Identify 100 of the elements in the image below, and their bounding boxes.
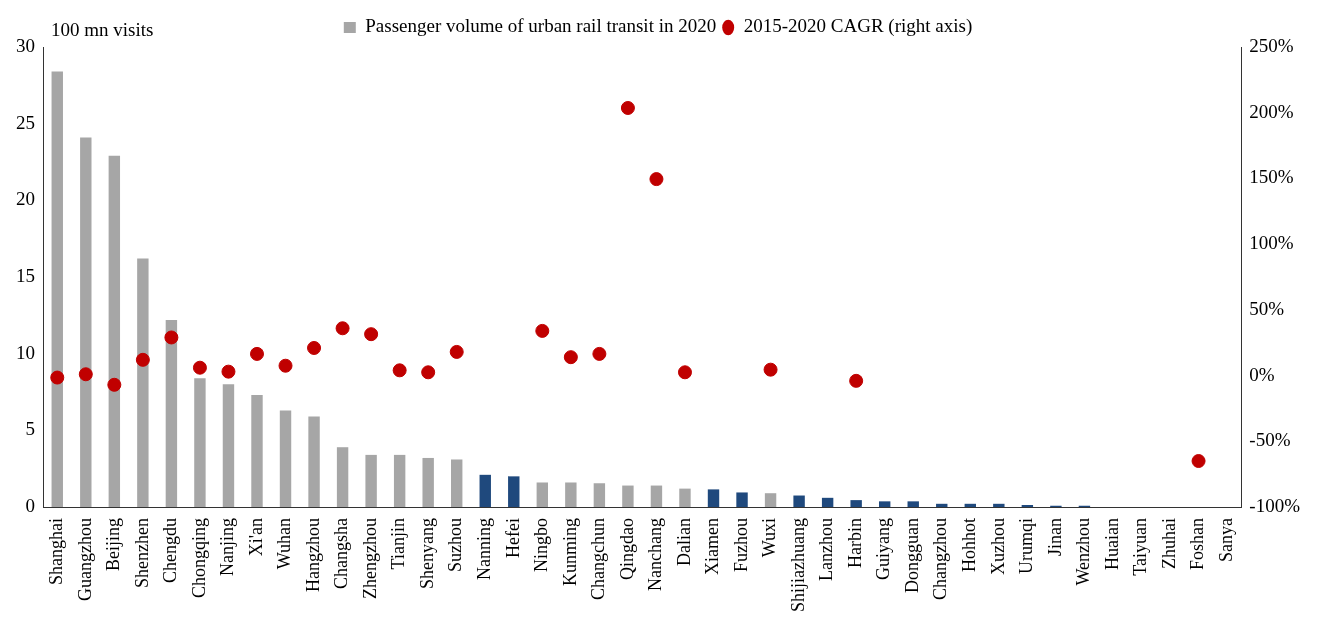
y-tick-label: 5 (25, 418, 35, 440)
point (592, 346, 607, 361)
point (620, 100, 635, 115)
bar (80, 137, 92, 508)
x-tick-label: Nanchang (645, 518, 666, 591)
x-tick-label: Chengdu (160, 518, 181, 584)
x-tick-label: Huaian (1101, 518, 1122, 570)
x-tick-label: Changzhou (930, 518, 951, 600)
x-tick-label: Dongguan (901, 518, 922, 594)
x-tick-label: Zhuhai (1158, 518, 1179, 570)
x-tick-label: Guiyang (873, 518, 894, 581)
x-tick-label: Chongqing (188, 518, 209, 599)
point (535, 323, 550, 338)
point (563, 350, 578, 365)
bar (308, 416, 320, 508)
bar (850, 500, 862, 508)
x-tick-label: Kunming (559, 518, 580, 587)
bar (137, 258, 149, 508)
x-tick-label: Wuxi (759, 518, 780, 558)
point (649, 172, 664, 187)
y2-tick-label: 250% (1249, 34, 1294, 56)
bar (251, 395, 263, 508)
x-tick-label: Nanjing (217, 518, 238, 577)
bar (508, 476, 520, 508)
bar (565, 482, 577, 508)
bar (422, 457, 434, 508)
point (278, 358, 293, 373)
bar (393, 454, 406, 508)
x-tick-label: Sanya (1215, 518, 1236, 563)
x-tick-label: Wuhan (274, 518, 295, 570)
bar (222, 384, 235, 508)
x-tick-label: Shijiazhuang (787, 518, 808, 612)
x-tick-label: Wenzhou (1073, 518, 1094, 586)
bar (821, 497, 834, 508)
x-tick-label: Nanning (473, 518, 494, 581)
point (249, 346, 264, 361)
x-tick-label: Changsha (331, 518, 352, 590)
x-tick-label: Jinan (1044, 518, 1065, 557)
bar (451, 459, 463, 508)
point (449, 344, 464, 359)
y-tick-label: 20 (16, 188, 35, 210)
x-tick-label: Xiamen (702, 518, 723, 575)
bar (707, 489, 720, 508)
x-tick-label: Ningbo (531, 518, 552, 573)
bar (279, 410, 292, 508)
bar (878, 501, 891, 508)
point (50, 370, 65, 385)
x-tick-label: Xuzhou (987, 518, 1008, 576)
bar (479, 474, 491, 508)
y-tick-label: 15 (16, 264, 35, 286)
bar (536, 482, 549, 508)
x-tick-label: Fuzhou (730, 518, 751, 573)
x-tick-label: Shenyang (416, 518, 437, 590)
x-tick-label: Lanzhou (816, 518, 837, 581)
x-tick-label: Xi'an (245, 518, 266, 557)
y2-tick-label: 100% (1249, 232, 1294, 254)
x-tick-label: Dalian (673, 518, 694, 566)
bar (194, 378, 206, 508)
bar (736, 492, 748, 508)
point (78, 367, 93, 382)
point (677, 365, 692, 380)
x-tick-label: Foshan (1187, 518, 1208, 571)
bar (108, 155, 121, 508)
point (164, 330, 179, 345)
bar (165, 319, 178, 508)
x-tick-label: Hefei (502, 518, 523, 558)
x-tick-label: Hangzhou (302, 518, 323, 592)
point (849, 373, 864, 388)
point (135, 352, 150, 367)
y-tick-label: 25 (16, 111, 35, 133)
y2-tick-label: -50% (1249, 429, 1291, 451)
bar (336, 447, 349, 508)
y2-tick-label: 150% (1249, 166, 1294, 188)
bar (679, 488, 691, 508)
point (1191, 454, 1206, 469)
x-tick-label: Shenzhen (131, 518, 152, 588)
point (307, 340, 322, 355)
bar (650, 485, 663, 508)
x-tick-label: Beijing (103, 518, 124, 572)
point (364, 327, 379, 342)
x-tick-label: Taiyuan (1130, 518, 1151, 576)
point (335, 321, 350, 336)
bar (764, 493, 777, 508)
bar (793, 495, 805, 508)
x-tick-label: Urumqi (1016, 518, 1037, 575)
bar (51, 71, 63, 508)
bar (593, 483, 606, 508)
y-tick-label: 10 (16, 341, 35, 363)
x-tick-label: Shanghai (46, 518, 66, 586)
point (392, 363, 407, 378)
y2-tick-label: 200% (1249, 100, 1294, 122)
point (763, 362, 778, 377)
bar (993, 503, 1005, 508)
x-tick-label: Zhengzhou (359, 518, 380, 599)
point (192, 360, 207, 375)
point (107, 377, 122, 392)
y2-tick-label: -100% (1249, 495, 1301, 516)
bar (622, 485, 634, 508)
x-tick-label: Suzhou (445, 518, 466, 573)
legend-label: 2015-2020 CAGR (right axis) (743, 15, 973, 38)
